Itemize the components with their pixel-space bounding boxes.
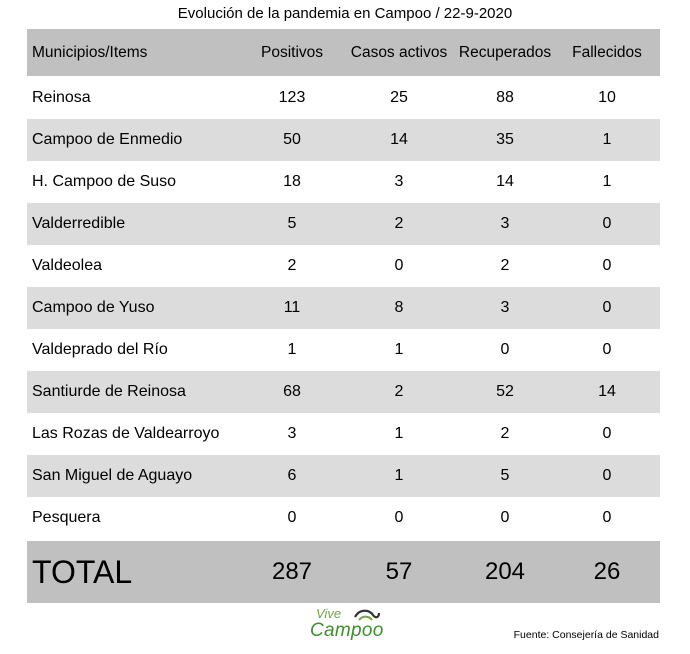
column-header: Casos activos (350, 43, 448, 61)
municipality-cell: Santiurde de Reinosa (32, 383, 186, 400)
total-cell: 287 (271, 558, 313, 585)
value-cell: 0 (602, 509, 612, 526)
value-cell: 3 (500, 215, 510, 232)
table-row: Valdeprado del Río 1 1 0 0 (27, 329, 660, 371)
value-cell: 2 (287, 257, 297, 274)
value-cell: 1 (287, 341, 297, 358)
value-cell: 14 (496, 173, 514, 190)
value-cell: 25 (390, 89, 408, 106)
vive-campoo-logo: Vive Campoo (304, 606, 384, 646)
municipality-cell: Reinosa (32, 89, 91, 106)
value-cell: 0 (602, 215, 612, 232)
value-cell: 50 (283, 131, 301, 148)
total-label: TOTAL (32, 553, 133, 590)
value-cell: 14 (598, 383, 616, 400)
value-cell: 2 (500, 425, 510, 442)
value-cell: 1 (602, 131, 612, 148)
value-cell: 5 (500, 467, 510, 484)
value-cell: 0 (602, 467, 612, 484)
table-row: Las Rozas de Valdearroyo 3 1 2 0 (27, 413, 660, 455)
value-cell: 18 (283, 173, 301, 190)
value-cell: 0 (602, 299, 612, 316)
value-cell: 3 (394, 173, 404, 190)
logo-swirl-icon (354, 609, 381, 621)
municipality-cell: Valderredible (32, 215, 126, 232)
value-cell: 1 (394, 341, 404, 358)
value-cell: 10 (598, 89, 616, 106)
value-cell: 0 (287, 509, 297, 526)
table-row: Campoo de Enmedio 50 14 35 1 (27, 119, 660, 161)
value-cell: 52 (496, 383, 514, 400)
column-header: Fallecidos (572, 43, 642, 61)
value-cell: 6 (287, 467, 297, 484)
table-row: Valderredible 5 2 3 0 (27, 203, 660, 245)
value-cell: 2 (500, 257, 510, 274)
value-cell: 14 (390, 131, 408, 148)
value-cell: 0 (602, 425, 612, 442)
value-cell: 35 (496, 131, 514, 148)
table-row: Santiurde de Reinosa 68 2 52 14 (27, 371, 660, 413)
total-cell: 26 (593, 558, 621, 585)
value-cell: 11 (283, 299, 301, 316)
value-cell: 1 (602, 173, 612, 190)
column-header: Municipios/Items (32, 43, 148, 61)
value-cell: 5 (287, 215, 297, 232)
logo-text-bottom: Campoo (310, 620, 384, 641)
municipality-cell: Pesquera (32, 509, 101, 526)
value-cell: 3 (500, 299, 510, 316)
table-row: Reinosa 123 25 88 10 (27, 77, 660, 119)
table-row: San Miguel de Aguayo 6 1 5 0 (27, 455, 660, 497)
value-cell: 2 (394, 383, 404, 400)
value-cell: 88 (496, 89, 514, 106)
data-table: Municipios/Items Positivos Casos activos… (27, 29, 660, 603)
value-cell: 1 (394, 425, 404, 442)
value-cell: 0 (394, 257, 404, 274)
value-cell: 1 (394, 467, 404, 484)
municipality-cell: Campoo de Enmedio (32, 131, 183, 148)
table-title: Evolución de la pandemia en Campoo / 22-… (177, 5, 513, 22)
municipality-cell: San Miguel de Aguayo (32, 467, 193, 484)
municipality-cell: H. Campoo de Suso (32, 173, 177, 190)
table-row: Campoo de Yuso 11 8 3 0 (27, 287, 660, 329)
value-cell: 2 (394, 215, 404, 232)
column-header: Positivos (260, 43, 324, 61)
value-cell: 0 (602, 341, 612, 358)
column-header: Recuperados (458, 43, 552, 61)
value-cell: 0 (394, 509, 404, 526)
value-cell: 0 (500, 509, 510, 526)
total-cell: 204 (484, 558, 526, 585)
table-row: Pesquera 0 0 0 0 (27, 497, 660, 539)
table-header-row: Municipios/Items Positivos Casos activos… (27, 29, 660, 76)
municipality-cell: Campoo de Yuso (32, 299, 155, 316)
value-cell: 0 (500, 341, 510, 358)
municipality-cell: Las Rozas de Valdearroyo (32, 425, 220, 442)
value-cell: 0 (602, 257, 612, 274)
value-cell: 68 (283, 383, 301, 400)
value-cell: 123 (278, 89, 306, 106)
total-cell: 57 (385, 558, 413, 585)
value-cell: 3 (287, 425, 297, 442)
municipality-cell: Valdeolea (32, 257, 102, 274)
table-total-row: TOTAL 287 57 204 26 (27, 541, 660, 603)
value-cell: 8 (394, 299, 404, 316)
logo-text-top: Vive (316, 606, 342, 621)
municipality-cell: Valdeprado del Río (32, 341, 168, 358)
source-note: Fuente: Consejería de Sanidad (513, 629, 659, 641)
table-row: H. Campoo de Suso 18 3 14 1 (27, 161, 660, 203)
table-body: Reinosa 123 25 88 10 Campoo de Enmedio 50 14 35 1… (27, 77, 660, 539)
table-row: Valdeolea 2 0 2 0 (27, 245, 660, 287)
